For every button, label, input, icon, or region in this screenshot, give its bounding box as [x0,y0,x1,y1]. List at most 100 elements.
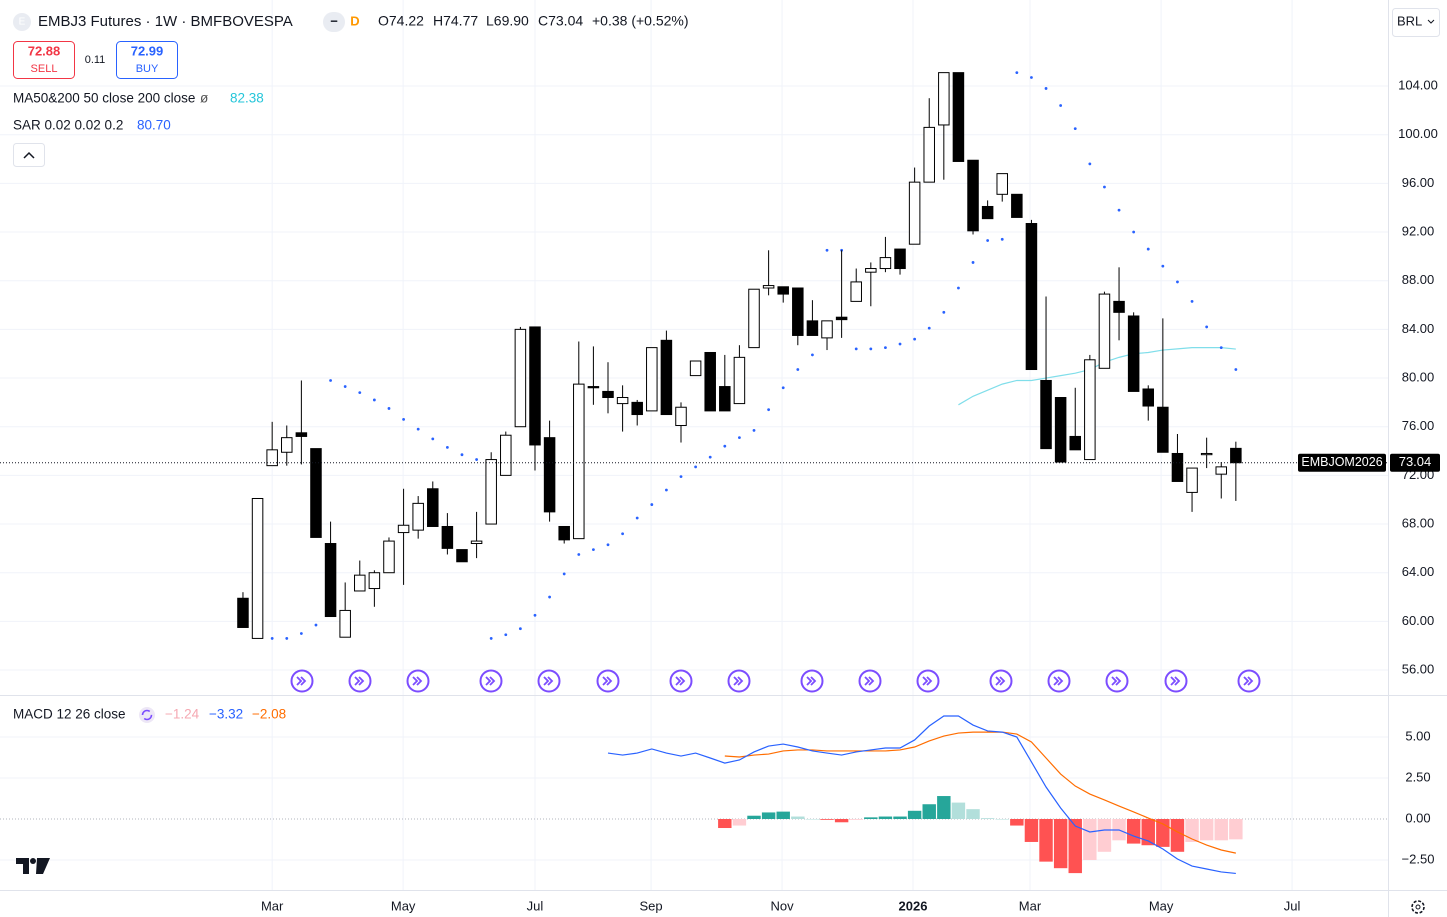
currency-label[interactable]: BRL [1397,13,1422,28]
event-marker[interactable] [727,669,751,693]
sar-dot [431,437,435,441]
currency-caret[interactable] [1427,19,1435,24]
candle-body [368,572,381,590]
sar-dot [1176,280,1179,284]
sar-dot [781,386,785,390]
sar-dot [518,627,522,631]
sell-price[interactable]: 72.88 [28,43,61,58]
buy-button[interactable] [116,41,178,79]
ma-legend[interactable]: MA50&200 50 close 200 close [13,91,195,106]
sar-dot [562,572,566,576]
sar-dot [913,337,917,341]
candle-body [908,181,921,245]
event-marker[interactable] [290,669,314,693]
candle-body [412,502,424,531]
macd-refresh-icon[interactable] [141,709,153,721]
sar-dot [1044,87,1048,90]
event-marker[interactable] [858,669,882,693]
sar-dot [723,444,727,448]
candle-body [952,72,965,162]
symbol-title[interactable]: EMBJ3 Futures · 1W · BMFBOVESPA [38,13,293,30]
sar-dot [752,428,756,432]
buy-label[interactable]: BUY [136,63,159,75]
sar-dot [591,548,595,551]
macd-histogram-bar [1068,818,1082,874]
candle-body [1069,435,1081,451]
sar-dot [1219,346,1223,350]
event-marker[interactable] [1047,669,1071,693]
candle-body [281,437,293,453]
event-marker[interactable] [800,669,824,693]
sar-dot [343,385,347,388]
candle-body [339,609,351,638]
candle-body [1127,315,1140,392]
candle-body [441,525,454,549]
brand-logo-dot[interactable] [30,858,36,864]
sell-label[interactable]: SELL [31,63,58,75]
event-marker[interactable] [669,669,693,693]
macd-histogram-bar [1170,818,1185,852]
y-tick-label: 76.00 [1402,418,1435,433]
event-marker[interactable] [596,669,620,693]
macd-histogram-bar [1214,818,1228,841]
candle-body [631,401,643,416]
currency-button[interactable] [1392,8,1440,37]
macd-histogram-bar [980,818,995,819]
sar-dot [387,407,391,410]
sar-dot [285,637,289,640]
macd-tick-label: 0.00 [1405,810,1430,825]
event-marker[interactable] [1164,669,1188,693]
sar-dot [767,408,771,412]
candle-body [602,390,614,399]
ma-icon[interactable]: ø [200,91,208,106]
macd-histogram-bar [937,796,951,819]
plot-area [0,71,1388,875]
macd-histogram-bar [732,818,747,826]
candle-body [1200,452,1213,456]
high-value: H74.77 [433,13,478,29]
macd-legend[interactable]: MACD 12 26 close [13,707,126,722]
macd-histogram-bar [1229,818,1243,840]
settings-icon-core[interactable] [1415,904,1421,910]
sar-dot [1059,104,1063,107]
collapse-button[interactable] [13,143,45,167]
event-marker[interactable] [1105,669,1129,693]
sar-legend[interactable]: SAR 0.02 0.02 0.2 [13,118,123,133]
event-marker[interactable] [406,669,430,693]
macd-tick-label: 5.00 [1405,728,1430,743]
candle-body [237,597,249,628]
candle-body [573,383,585,540]
macd-histogram-bar [718,818,732,829]
macd-histogram-bar [1039,818,1053,862]
macd-tick-label: 2.50 [1405,769,1430,784]
x-tick-label: Jul [1284,898,1301,913]
sar-dot [548,595,551,599]
settings-icon[interactable] [1411,900,1425,914]
event-marker[interactable] [1237,669,1261,693]
event-marker[interactable] [348,669,372,693]
candle-body [383,540,395,574]
macd-histogram-bar [1053,818,1068,869]
x-tick-label: 2026 [899,898,928,913]
macd-refresh-bg[interactable] [139,707,155,723]
sar-dot [971,261,975,264]
candle-body [485,459,497,525]
sar-dot [1117,208,1121,212]
candle-body [996,173,1008,195]
event-marker[interactable] [989,669,1013,693]
event-marker[interactable] [479,669,503,693]
minus-pill-text[interactable]: − [330,13,338,28]
collapse-icon[interactable] [23,151,35,159]
candle-body [660,339,673,416]
macd-histogram-bar [1185,818,1199,842]
candle-body [704,351,716,412]
candle-body [470,540,483,545]
buy-price[interactable]: 72.99 [131,43,164,58]
minus-pill[interactable] [323,12,345,32]
event-marker[interactable] [916,669,940,693]
sell-button[interactable] [13,41,75,79]
event-marker[interactable] [537,669,561,693]
brand-logo[interactable] [16,858,50,874]
x-tick-label: Nov [770,898,794,913]
